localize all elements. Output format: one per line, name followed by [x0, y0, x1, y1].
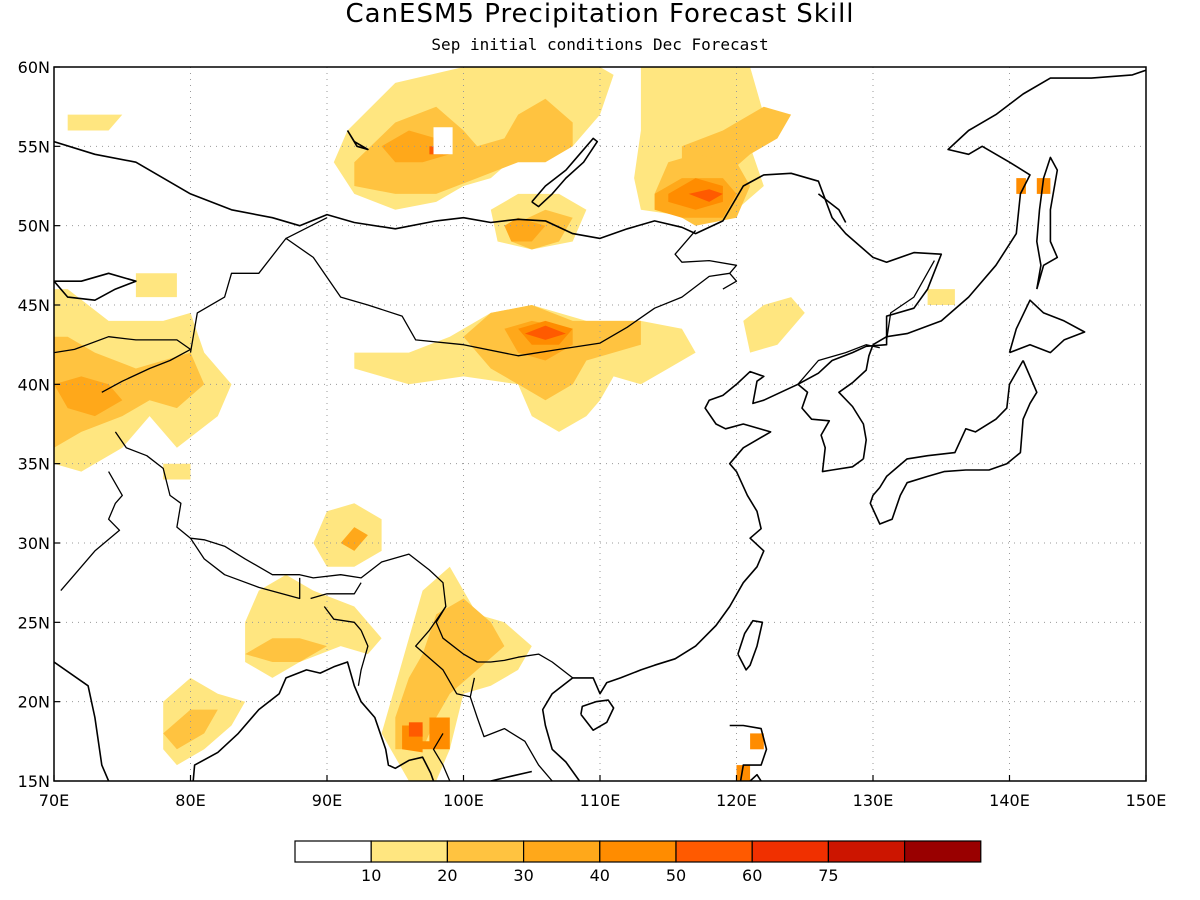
- coastline: [737, 619, 764, 671]
- country-border: [54, 336, 192, 393]
- lon-tick-label: 150E: [1126, 791, 1167, 810]
- skill-region-level-1: [163, 463, 191, 480]
- country-border: [797, 344, 880, 385]
- country-border: [189, 229, 738, 357]
- coastline: [729, 724, 768, 781]
- country-border: [357, 630, 369, 686]
- coastline: [541, 370, 799, 781]
- map-gridlines: [54, 67, 1146, 781]
- skill-region-level-4: [750, 733, 764, 750]
- colorbar-swatch: [599, 840, 677, 863]
- country-border: [722, 272, 738, 290]
- lat-tick-label: 50N: [18, 217, 50, 236]
- skill-shading-layer: [54, 67, 1051, 781]
- figure-title: CanESM5 Precipitation Forecast Skill: [345, 0, 854, 29]
- lon-tick-label: 80E: [175, 791, 205, 810]
- lat-tick-label: 25N: [18, 613, 50, 632]
- lon-tick-label: 120E: [716, 791, 757, 810]
- skill-region-level-1: [313, 503, 382, 567]
- colorbar-swatch: [294, 840, 372, 863]
- colorbar-level-label: 20: [437, 866, 457, 885]
- country-border: [885, 260, 935, 340]
- coastline: [580, 699, 615, 732]
- country-border: [310, 582, 362, 600]
- coastline: [490, 770, 532, 781]
- country-border: [285, 217, 328, 239]
- colorbar-level-label: 30: [513, 866, 533, 885]
- country-border: [469, 696, 553, 781]
- lat-tick-label: 40N: [18, 375, 50, 394]
- skill-region-level-3: [504, 217, 546, 242]
- skill-region-level-5: [688, 189, 723, 202]
- lat-tick-label: 30N: [18, 534, 50, 553]
- country-border: [60, 471, 123, 592]
- lon-tick-label: 140E: [989, 791, 1030, 810]
- colorbar-level-label: 40: [590, 866, 610, 885]
- colorbar-level-label: 75: [818, 866, 838, 885]
- coastline: [531, 137, 599, 208]
- colorbar-level-label: 10: [361, 866, 381, 885]
- skill-region-level-2: [245, 638, 327, 662]
- coastline: [817, 193, 847, 223]
- figure-subtitle: Sep initial conditions Dec Forecast: [431, 35, 768, 54]
- lat-tick-label: 55N: [18, 137, 50, 156]
- coastline: [346, 130, 369, 151]
- skill-region-level-4: [1016, 178, 1026, 194]
- coastline: [192, 661, 435, 781]
- coastline: [797, 383, 864, 473]
- colorbar-swatch: [446, 840, 525, 863]
- coastline: [749, 773, 762, 781]
- colorbar-swatch: [827, 840, 906, 863]
- lat-tick-label: 20N: [18, 693, 50, 712]
- skill-region-level-4: [736, 765, 751, 781]
- coastline: [1036, 156, 1059, 290]
- axis-tick-labels: 70E 80E 90E 100E 110E 120E 130E 140E 150E 15N 20N 2…: [18, 58, 1167, 810]
- colorbar-swatch: [522, 840, 601, 863]
- skill-region-level-2: [354, 98, 573, 194]
- skill-region-level-5: [408, 722, 423, 737]
- lat-tick-label: 15N: [18, 772, 50, 791]
- borders-layer: [54, 217, 935, 781]
- lon-tick-label: 130E: [853, 791, 894, 810]
- lat-tick-label: 45N: [18, 296, 50, 315]
- lon-tick-label: 110E: [580, 791, 621, 810]
- coastlines-layer: [54, 69, 1146, 781]
- coastline: [1008, 299, 1086, 354]
- coastline: [54, 140, 943, 386]
- skill-region-level-2: [395, 598, 505, 750]
- coastline: [869, 360, 1038, 525]
- coastline: [54, 661, 110, 781]
- colorbar-level-label: 60: [742, 866, 762, 885]
- coastline: [838, 344, 874, 460]
- colorbar-swatch: [675, 840, 753, 863]
- colorbar: 10 20 30 40 50 60 75: [294, 840, 982, 885]
- skill-region-level-3: [340, 527, 368, 551]
- missing-data-mask: [433, 127, 453, 155]
- coastline: [54, 272, 137, 302]
- skill-region-level-1: [927, 289, 955, 305]
- colorbar-swatch: [751, 840, 830, 863]
- country-border: [432, 733, 451, 781]
- colorbar-level-label: 50: [666, 866, 686, 885]
- colorbar-swatch: [370, 840, 449, 863]
- skill-region-level-2: [54, 336, 205, 448]
- skill-region-level-1: [67, 114, 123, 131]
- skill-region-level-2: [163, 709, 218, 750]
- colorbar-swatch: [903, 840, 982, 863]
- lon-tick-label: 70E: [39, 791, 69, 810]
- lat-tick-label: 60N: [18, 58, 50, 77]
- skill-region-level-1: [743, 297, 805, 353]
- lon-tick-label: 90E: [312, 791, 342, 810]
- skill-region-level-3: [54, 376, 123, 417]
- skill-region-level-1: [135, 273, 177, 298]
- country-border: [323, 606, 362, 631]
- country-border: [114, 431, 574, 679]
- lon-tick-label: 100E: [443, 791, 484, 810]
- lat-tick-label: 35N: [18, 455, 50, 474]
- skill-region-level-5: [524, 325, 566, 340]
- coastline: [872, 69, 1146, 346]
- country-border: [189, 537, 301, 600]
- skill-region-level-4: [1036, 178, 1051, 194]
